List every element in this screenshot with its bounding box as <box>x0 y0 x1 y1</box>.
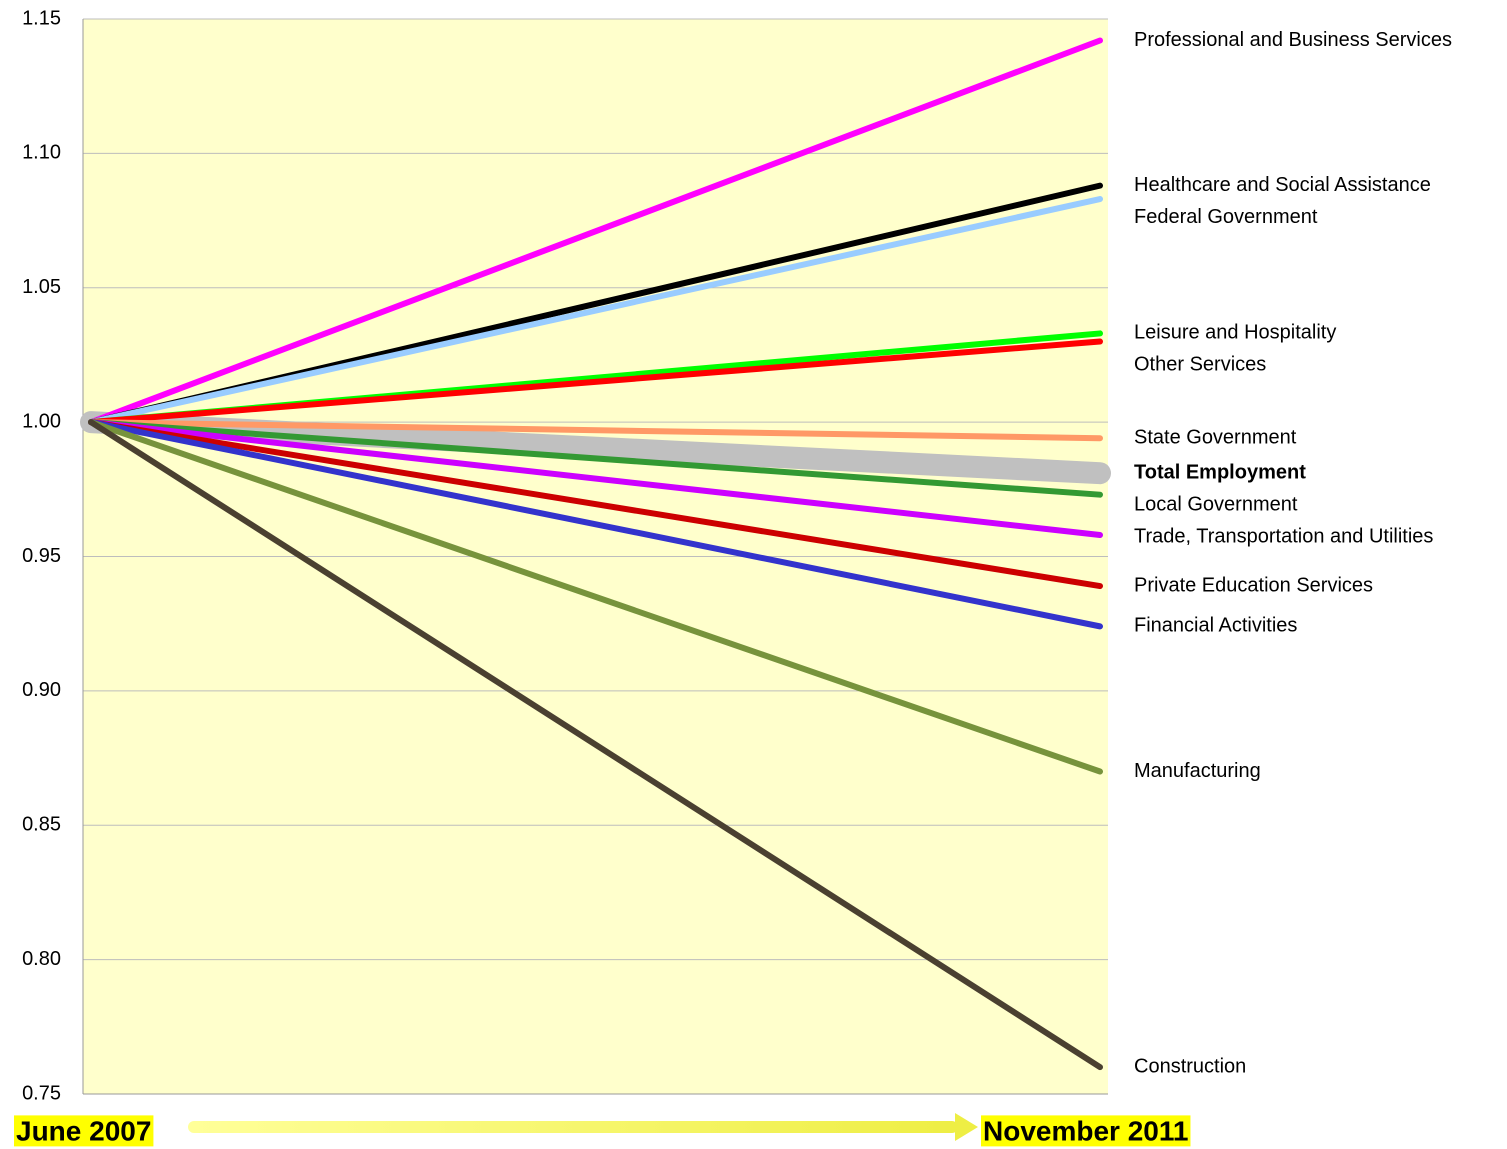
series-line <box>88 419 1103 498</box>
series-line <box>88 419 1103 590</box>
series-label: Trade, Transportation and Utilities <box>1134 525 1433 547</box>
x-label-highlight <box>981 1115 1191 1147</box>
y-tick-label: 1.00 <box>22 410 61 432</box>
series-label: Federal Government <box>1134 206 1318 228</box>
series-label: Construction <box>1134 1055 1246 1077</box>
series-line <box>88 37 1103 426</box>
series-label: Manufacturing <box>1134 760 1261 782</box>
y-tick-label: 0.95 <box>22 545 61 567</box>
series-line <box>88 338 1103 426</box>
series-label: Professional and Business Services <box>1134 29 1452 51</box>
x-arrow <box>188 1113 978 1141</box>
series-line <box>88 419 1103 630</box>
y-tick-label: 0.85 <box>22 814 61 836</box>
series-label: Local Government <box>1134 493 1298 515</box>
series-line <box>88 419 1103 538</box>
series-label: Other Services <box>1134 354 1266 376</box>
series-label: Leisure and Hospitality <box>1134 322 1336 344</box>
series-label: Healthcare and Social Assistance <box>1134 174 1431 196</box>
x-tick-label: June 2007 <box>16 1115 151 1146</box>
y-tick-label: 1.15 <box>22 7 61 29</box>
y-tick-label: 0.75 <box>22 1082 61 1104</box>
x-label-group: November 2011 <box>981 1115 1191 1147</box>
x-label-group: June 2007 <box>14 1115 154 1147</box>
y-tick-label: 1.05 <box>22 276 61 298</box>
x-label-highlight <box>14 1115 154 1147</box>
series-line <box>80 411 1111 485</box>
series-label: Total Employment <box>1134 461 1306 483</box>
series-label: Private Education Services <box>1134 574 1373 596</box>
series-label: Financial Activities <box>1134 615 1297 637</box>
y-tick-label: 1.10 <box>22 142 61 164</box>
series-line <box>88 419 1103 775</box>
y-tick-label: 0.90 <box>22 679 61 701</box>
series-line <box>88 419 1103 1071</box>
y-tick-label: 0.80 <box>22 948 61 970</box>
series-label: State Government <box>1134 427 1297 449</box>
series-line <box>88 196 1103 426</box>
series-line <box>88 419 1103 442</box>
x-tick-label: November 2011 <box>983 1115 1188 1146</box>
